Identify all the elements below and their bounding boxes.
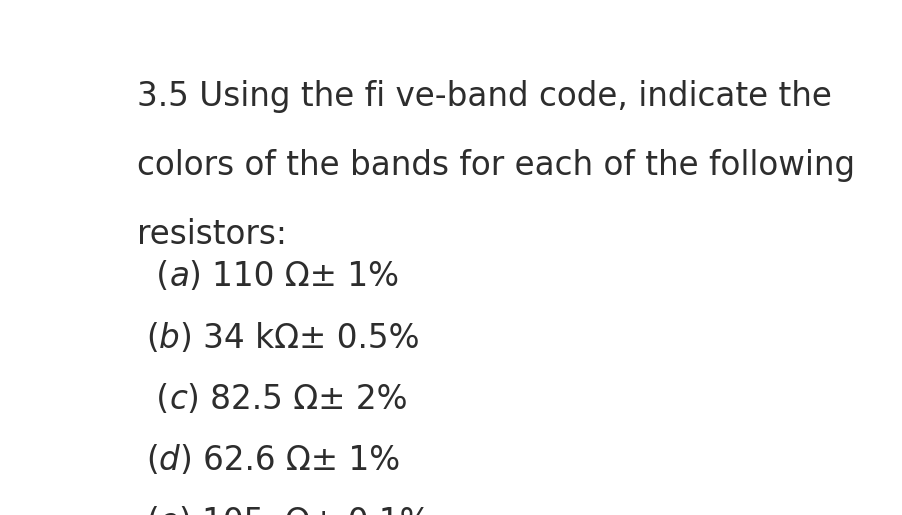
Text: c: c bbox=[170, 383, 188, 416]
Text: ) 110 Ω± 1%: ) 110 Ω± 1% bbox=[189, 260, 400, 293]
Text: resistors:: resistors: bbox=[136, 218, 287, 251]
Text: ) 34 kΩ± 0.5%: ) 34 kΩ± 0.5% bbox=[179, 321, 419, 354]
Text: 3.5 Using the fi ve-band code, indicate the: 3.5 Using the fi ve-band code, indicate … bbox=[136, 80, 832, 113]
Text: (: ( bbox=[146, 260, 170, 293]
Text: d: d bbox=[159, 444, 179, 477]
Text: (: ( bbox=[146, 321, 159, 354]
Text: (: ( bbox=[146, 444, 159, 477]
Text: a: a bbox=[170, 260, 189, 293]
Text: ) 82.5 Ω± 2%: ) 82.5 Ω± 2% bbox=[188, 383, 408, 416]
Text: ) 62.6 Ω± 1%: ) 62.6 Ω± 1% bbox=[179, 444, 400, 477]
Text: colors of the bands for each of the following: colors of the bands for each of the foll… bbox=[136, 149, 854, 182]
Text: ) 105  Ω± 0.1%.: ) 105 Ω± 0.1%. bbox=[179, 506, 441, 515]
Text: (: ( bbox=[146, 506, 159, 515]
Text: e: e bbox=[159, 506, 179, 515]
Text: (: ( bbox=[146, 383, 170, 416]
Text: b: b bbox=[159, 321, 179, 354]
